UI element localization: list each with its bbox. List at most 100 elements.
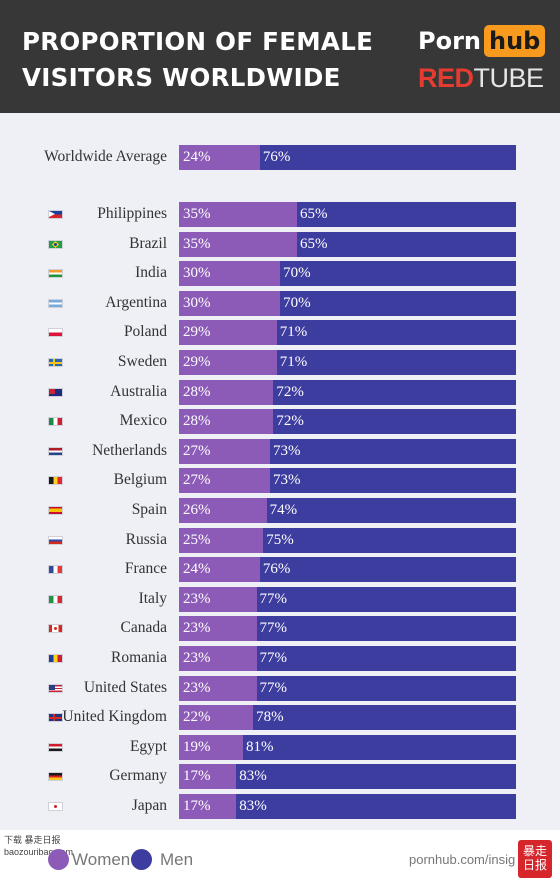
bar-men-germany <box>236 764 516 790</box>
data-label-women-romania: 23% <box>183 650 211 666</box>
data-label-men-sweden: 71% <box>279 354 308 370</box>
data-label-men-brazil: 65% <box>299 235 328 252</box>
flag-canada-icon <box>48 624 63 634</box>
bar-men-netherlands <box>269 438 516 464</box>
flag-australia-icon <box>48 387 63 397</box>
bar-men-argentina <box>280 290 516 316</box>
bar-men-romania <box>256 646 516 671</box>
data-label-men-canada: 77% <box>259 620 288 637</box>
data-label-men-india: 70% <box>283 265 311 282</box>
flag-sweden-cross <box>49 362 62 364</box>
source-url: pornhub.com/insig <box>409 852 516 867</box>
data-label-women-australia: 28% <box>183 383 211 400</box>
category-label-australia: Australia <box>110 382 167 400</box>
legend-women-label: Women <box>72 850 131 869</box>
bar-women-united-kingdom <box>179 705 254 731</box>
redtube-logo-tube: TUBE <box>473 63 545 93</box>
bar-women-poland <box>179 320 277 346</box>
data-label-women-india: 30% <box>183 265 211 282</box>
pornhub-logo-porn: Porn <box>418 27 481 55</box>
bar-women-germany <box>179 764 237 790</box>
flag-united-kingdom-cross <box>53 714 55 722</box>
flag-italy-icon <box>48 594 63 604</box>
bar-men-russia <box>263 527 516 553</box>
flag-brazil-dot <box>54 242 57 246</box>
bar-men-belgium <box>269 468 516 494</box>
flag-belgium-icon <box>48 476 63 486</box>
category-label-poland: Poland <box>123 323 167 341</box>
category-label-france: France <box>124 560 167 578</box>
data-label-men-japan: 83% <box>239 798 267 814</box>
bar-men-italy <box>256 586 516 612</box>
bar-women-egypt <box>179 734 244 760</box>
data-label-women-poland: 29% <box>183 324 211 341</box>
flag-argentina-icon <box>48 298 63 308</box>
page-title: PROPORTION OF FEMALE VISITORS WORLDWIDE <box>22 27 374 92</box>
flag-japan-dot <box>54 805 57 808</box>
stacked-bar-chart: Worldwide Average 24% 76% Philippines 35% 65%… <box>0 113 560 830</box>
category-label-argentina: Argentina <box>105 293 167 311</box>
data-label-women-united-kingdom: 22% <box>183 709 211 726</box>
data-label-men-egypt: 81% <box>246 738 274 755</box>
data-label-women-belgium: 27% <box>183 472 211 489</box>
data-label-men-germany: 83% <box>239 768 267 785</box>
bar-men-poland <box>276 320 516 346</box>
category-label-egypt: Egypt <box>129 737 167 755</box>
flag-france-icon <box>48 565 63 575</box>
data-label-men-spain: 74% <box>269 502 298 518</box>
bar-men-brazil <box>296 231 516 257</box>
bar-women-worldwide-average <box>179 145 260 170</box>
data-label-women-canada: 23% <box>183 620 211 637</box>
bar-men-egypt <box>243 734 516 760</box>
data-label-men-belgium: 73% <box>272 472 301 489</box>
bar-men-canada <box>256 616 516 642</box>
bar-women-russia <box>179 527 264 553</box>
category-label-united-states: United States <box>83 678 167 696</box>
data-label-women-netherlands: 27% <box>183 442 211 459</box>
bar-women-philippines <box>179 202 297 227</box>
flag-egypt-icon <box>48 742 63 752</box>
watermark-left: 下载 暴走日报 baozouribao.com <box>4 835 74 857</box>
data-label-women-germany: 17% <box>183 768 211 785</box>
data-label-men-romania: 77% <box>259 650 288 666</box>
flag-australia-canton <box>49 388 55 394</box>
data-label-women-egypt: 19% <box>183 738 211 755</box>
data-label-women-italy: 23% <box>183 590 211 607</box>
bar-women-brazil <box>179 231 297 257</box>
category-label-canada: Canada <box>120 619 167 637</box>
category-label-brazil: Brazil <box>129 234 167 252</box>
data-label-men-australia: 72% <box>276 383 304 400</box>
data-label-men-france: 76% <box>262 561 291 578</box>
flag-mexico-icon <box>48 417 63 427</box>
flag-japan-icon <box>48 802 63 811</box>
data-label-men-worldwide-average: 76% <box>262 149 291 165</box>
category-label-united-kingdom: United Kingdom <box>62 708 167 726</box>
legend-men-label: Men <box>160 850 194 869</box>
bar-women-mexico <box>179 409 274 435</box>
flag-netherlands-icon <box>48 446 63 456</box>
flag-germany-icon <box>48 772 63 782</box>
data-label-men-argentina: 70% <box>283 294 311 311</box>
flag-russia-icon <box>48 535 63 545</box>
category-label-mexico: Mexico <box>119 412 167 430</box>
redtube-logo: REDTUBE <box>418 63 544 94</box>
flag-philippines-icon <box>48 210 63 219</box>
footer: 下载 暴走日报 baozouribao.com Women Men pornhu… <box>0 830 560 889</box>
bar-women-spain <box>179 498 267 523</box>
category-label-philippines: Philippines <box>97 205 167 222</box>
data-label-men-netherlands: 73% <box>272 442 301 459</box>
category-label-germany: Germany <box>109 767 167 785</box>
watermark-badge: 暴走日报 <box>518 840 552 878</box>
bar-men-united-states <box>256 675 516 701</box>
flag-spain-icon <box>48 506 63 515</box>
data-label-women-mexico: 28% <box>183 413 211 430</box>
bar-women-canada <box>179 616 257 642</box>
flag-sweden-cross <box>53 359 55 366</box>
bar-men-worldwide-average <box>259 145 516 170</box>
flag-united-kingdom-icon <box>48 713 63 723</box>
bar-women-australia <box>179 379 274 405</box>
data-label-women-philippines: 35% <box>183 206 211 222</box>
bar-men-australia <box>273 379 516 405</box>
flag-brazil-icon <box>48 239 63 249</box>
data-label-women-united-states: 23% <box>183 679 211 696</box>
